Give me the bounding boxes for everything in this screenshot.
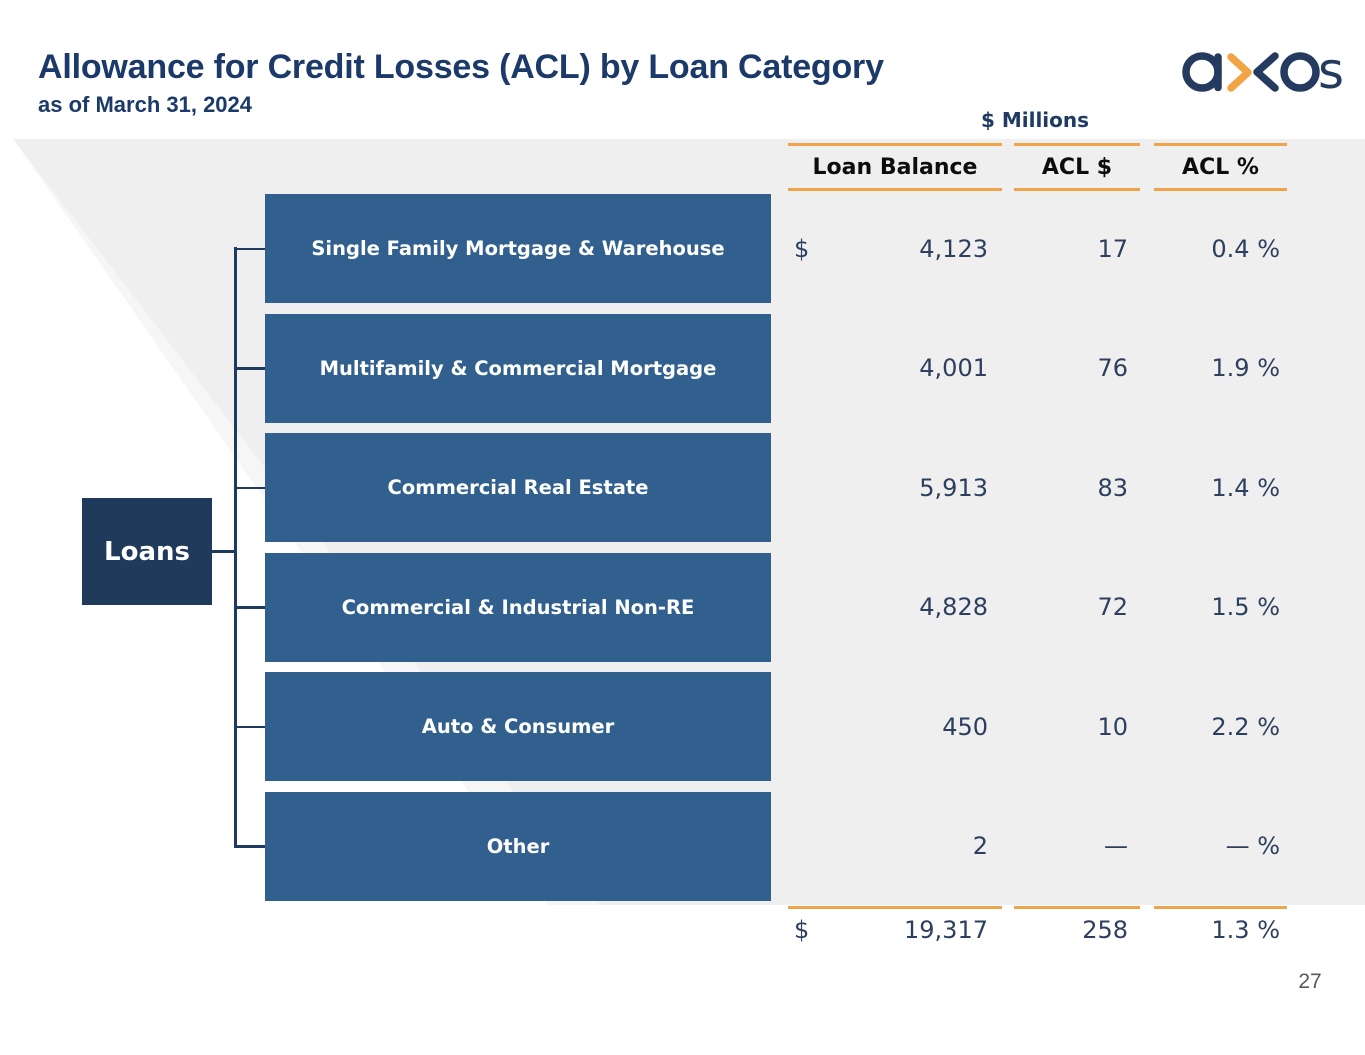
total-currency-symbol: $	[794, 916, 810, 944]
page-number: 27	[1298, 970, 1322, 993]
loan-balance-value: 4,001	[919, 354, 988, 382]
logo-x-orange-chevron	[1227, 53, 1252, 92]
column-header-acl-percent: ACL %	[1154, 143, 1287, 191]
acl-dollar-value: 10	[1097, 712, 1128, 741]
connector-root-stub	[211, 550, 235, 553]
total-rule-acl-dollars	[1014, 906, 1140, 909]
connector-branch	[235, 247, 265, 250]
acl-percent-value: — %	[1225, 832, 1280, 860]
node-other: Other	[265, 791, 771, 901]
acl-percent-value: 1.5 %	[1211, 593, 1280, 621]
node-commercial-industrial: Commercial & Industrial Non-RE	[265, 552, 771, 662]
acl-dollar-value: 83	[1097, 473, 1128, 502]
acl-dollar-value: 17	[1097, 234, 1128, 263]
table-row: 5,913 83 1.4 %	[0, 433, 1365, 542]
root-node-loans: Loans	[82, 498, 212, 605]
acl-dollar-value: 72	[1097, 593, 1128, 621]
acl-dollar-value: —	[1104, 832, 1128, 860]
acl-dollar-value: 76	[1097, 354, 1128, 382]
logo-x-navy-chevron	[1253, 52, 1279, 92]
node-auto-consumer: Auto & Consumer	[265, 672, 771, 781]
column-header-acl-dollars: ACL $	[1014, 143, 1140, 191]
connector-branch	[235, 606, 265, 609]
total-rule-acl-percent	[1154, 906, 1287, 909]
connector-branch	[235, 367, 265, 370]
connector-branch	[235, 486, 265, 489]
table-row: $ 4,123 17 0.4 %	[0, 194, 1365, 303]
page-subtitle: as of March 31, 2024	[38, 92, 253, 117]
table-row: 450 10 2.2 %	[0, 672, 1365, 781]
node-commercial-real-estate: Commercial Real Estate	[265, 433, 771, 542]
column-header-loan-balance: Loan Balance	[788, 143, 1002, 191]
connector-branch	[235, 845, 265, 848]
acl-percent-value: 2.2 %	[1211, 712, 1280, 741]
loan-balance-value: 4,828	[919, 593, 988, 621]
logo-letter-o	[1280, 52, 1320, 92]
node-single-family: Single Family Mortgage & Warehouse	[265, 194, 771, 303]
acl-percent-value: 0.4 %	[1211, 234, 1280, 263]
total-row: $ 19,317 258 1.3 %	[0, 908, 1365, 952]
loan-balance-value: 4,123	[919, 234, 988, 263]
table-row: 2 — — %	[0, 792, 1365, 901]
currency-symbol: $	[794, 234, 810, 263]
loan-balance-value: 2	[972, 832, 988, 860]
total-acl-percent: 1.3 %	[1211, 916, 1280, 944]
total-loan-balance: 19,317	[904, 916, 988, 944]
loan-balance-value: 5,913	[919, 473, 988, 502]
table-row: 4,828 72 1.5 %	[0, 553, 1365, 662]
acl-percent-value: 1.9 %	[1211, 354, 1280, 382]
connector-branch	[235, 725, 265, 728]
total-acl-dollars: 258	[1082, 916, 1128, 944]
node-multifamily: Multifamily & Commercial Mortgage	[265, 313, 771, 423]
table-row: 4,001 76 1.9 %	[0, 314, 1365, 423]
connector-trunk	[234, 247, 237, 848]
axos-logo: s	[1182, 42, 1344, 94]
acl-percent-value: 1.4 %	[1211, 473, 1280, 502]
logo-letter-a-bowl	[1182, 52, 1222, 92]
units-label: $ Millions	[980, 108, 1090, 132]
page-title: Allowance for Credit Losses (ACL) by Loa…	[38, 48, 884, 86]
total-rule-loan-balance	[788, 906, 1002, 909]
loan-balance-value: 450	[942, 712, 988, 741]
logo-letter-s: s	[1318, 42, 1344, 94]
